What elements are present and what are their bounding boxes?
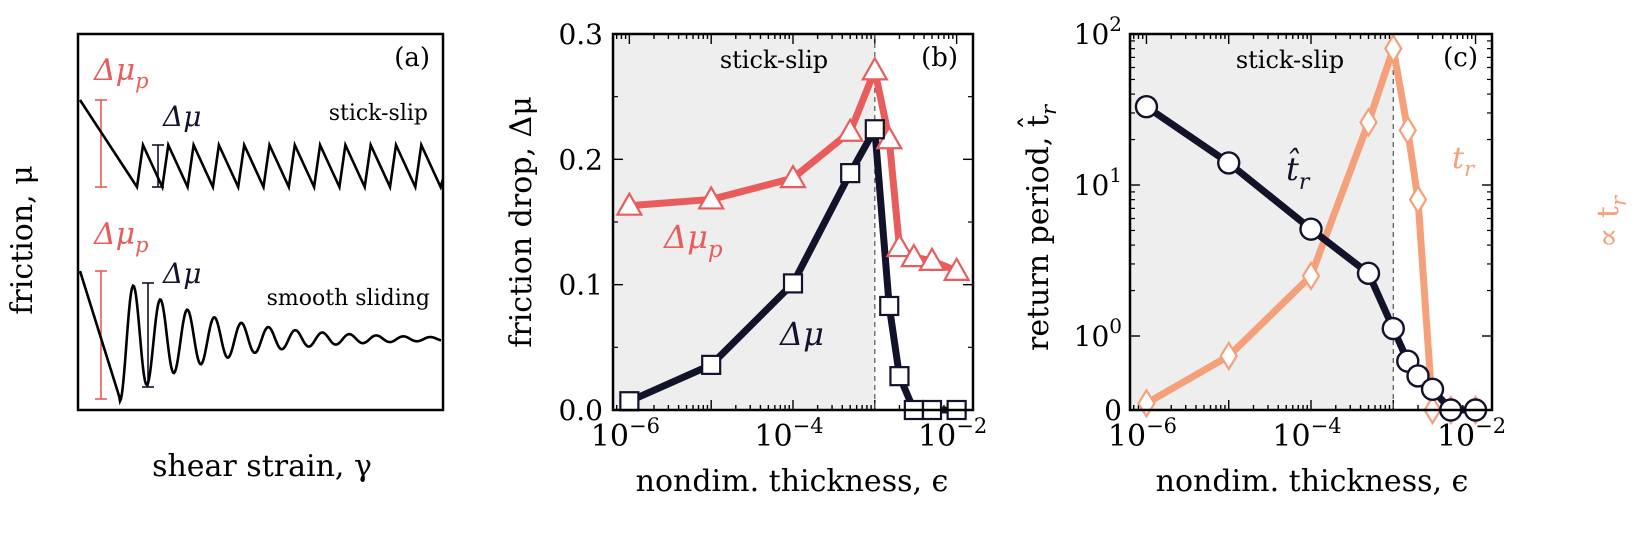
panel-b-xlabel: nondim. thickness, ϵ	[636, 464, 949, 499]
panel-b-ylabel: friction drop, Δμ	[504, 96, 539, 347]
marker-t-r	[1398, 115, 1418, 146]
y-tick-label: 0.1	[558, 269, 603, 302]
marker-t-hat-r	[1381, 316, 1405, 341]
panel-b-stick-slip-region	[613, 34, 875, 410]
panel-a-dmu-p-bar-top	[95, 99, 107, 188]
series-line-t-hat-r	[1144, 103, 1476, 414]
panel-c: 10−6 10−4 10−2 0 100 101 102 (c) stick-slip re…	[1017, 12, 1631, 499]
panel-c-ylabel: return period, t̂r	[1017, 103, 1061, 351]
marker-t-hat-r	[1217, 151, 1241, 175]
panel-a-bottom-label: smooth sliding	[267, 286, 430, 311]
panel-b-region-label: stick-slip	[720, 46, 828, 74]
x-tick-label: 10−6	[1108, 414, 1177, 454]
panel-a-dmu-p-bottom: Δμp	[93, 217, 149, 257]
marker-dmu-p	[697, 185, 726, 210]
marker-t-hat-r	[1420, 377, 1445, 401]
marker-t-hat-r	[1134, 95, 1159, 119]
panel-a-ylabel: friction, μ	[5, 165, 40, 314]
panel-a-dmu-bar-bottom	[142, 282, 154, 388]
panel-c-stick-slip-region	[1130, 34, 1394, 410]
marker-t-hat-r	[1406, 364, 1430, 388]
panel-c-right-label: ∝ tr	[1591, 194, 1631, 248]
x-tick-label: 10−2	[918, 414, 987, 454]
marker-dmu-p	[860, 56, 889, 81]
panel-b-series-p-label: Δμp	[662, 218, 723, 263]
panel-b-frame	[611, 32, 975, 412]
marker-dmu-p	[779, 163, 807, 189]
panel-a-top-label: stick-slip	[329, 101, 428, 126]
marker-dmu	[840, 163, 861, 184]
panel-a-dmu-bottom: Δμ	[162, 257, 201, 290]
marker-t-r	[1219, 340, 1239, 372]
panel-c-series-t-label: tr	[1452, 141, 1476, 181]
marker-dmu-p	[836, 117, 865, 142]
marker-t-hat-r	[1299, 217, 1323, 241]
panel-a-xlabel: shear strain, γ	[152, 449, 372, 484]
marker-t-r	[1301, 260, 1321, 292]
marker-dmu	[864, 119, 885, 140]
x-tick-label: 10−2	[1437, 414, 1506, 454]
panel-c-frame	[1128, 32, 1494, 412]
y-tick-label: 100	[1074, 314, 1122, 353]
panel-b-series-label: Δμ	[778, 315, 824, 353]
marker-t-hat-r	[1356, 261, 1381, 286]
marker-dmu	[782, 273, 804, 294]
marker-t-r	[1359, 107, 1378, 138]
panel-b-ticks: 10−6 10−4 10−2 0.0 0.1 0.2 0.3	[558, 18, 987, 454]
y-tick-label: 0.2	[558, 143, 603, 176]
panel-c-xlabel: nondim. thickness, ϵ	[1156, 464, 1469, 499]
y-tick-label: 101	[1074, 163, 1122, 202]
panel-a-tag: (a)	[394, 43, 430, 73]
marker-dmu	[619, 391, 640, 412]
x-tick-label: 10−4	[1272, 414, 1341, 454]
marker-dmu-p	[942, 256, 971, 281]
x-tick-label: 10−6	[591, 414, 660, 454]
x-tick-label: 10−4	[754, 414, 823, 454]
marker-dmu-p	[918, 246, 946, 271]
marker-dmu	[889, 366, 910, 387]
marker-t-r	[1408, 184, 1428, 215]
marker-dmu-p	[885, 232, 914, 258]
panel-c-region-label: stick-slip	[1236, 46, 1344, 74]
panel-a-frame	[76, 32, 445, 412]
panel-b-tag: (b)	[921, 43, 958, 73]
marker-dmu	[879, 295, 900, 317]
panel-c-tag: (c)	[1443, 43, 1478, 73]
smooth-sliding-curve	[78, 270, 442, 406]
marker-dmu-p	[615, 191, 644, 216]
panel-a-dmu-top: Δμ	[162, 100, 201, 133]
panel-a: (a) friction, μ shear strain, γ stick-sl…	[5, 32, 445, 484]
stick-slip-curve	[78, 99, 445, 192]
panel-a-dmu-p-top: Δμp	[93, 53, 149, 93]
panel-b: 10−6 10−4 10−20.00.10.20.3 (b) stick-slip …	[504, 18, 987, 499]
marker-dmu	[701, 354, 722, 375]
y-tick-label: 102	[1074, 12, 1122, 51]
marker-dmu-p	[899, 242, 928, 268]
y-tick-label: 0.0	[558, 394, 603, 427]
y-tick-label: 0.3	[558, 18, 603, 51]
panel-c-series-hat-label: t̂r	[1286, 147, 1311, 195]
marker-t-r	[1383, 33, 1403, 64]
y-tick-label: 0	[1104, 394, 1122, 427]
panel-c-series	[1134, 33, 1488, 426]
